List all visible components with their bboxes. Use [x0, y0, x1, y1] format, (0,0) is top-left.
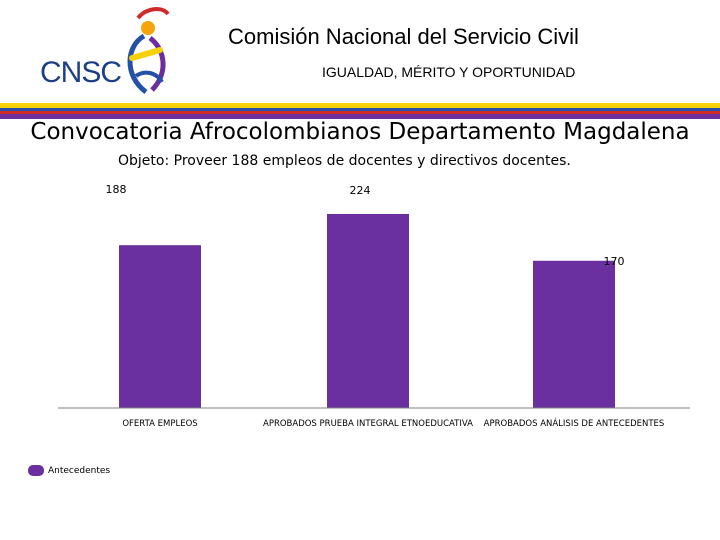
flag-stripe-divider	[0, 103, 720, 119]
data-label-3: 170	[604, 255, 625, 268]
category-label-1: OFERTA EMPLEOS	[122, 419, 197, 429]
data-label-1: 188	[106, 183, 127, 196]
category-label-2: APROBADOS PRUEBA INTEGRAL ETNOEDUCATIVA	[263, 419, 473, 429]
bar-3	[533, 260, 615, 408]
chart-legend: Antecedentes	[28, 465, 110, 476]
slide-subtitle: Objeto: Proveer 188 empleos de docentes …	[118, 153, 571, 169]
logo-figure-icon	[127, 7, 170, 95]
header: CNSC Comisión Nacional del Servicio Civi…	[0, 0, 720, 105]
organization-motto: IGUALDAD, MÉRITO Y OPORTUNIDAD	[322, 64, 576, 80]
legend-label: Antecedentes	[48, 465, 111, 476]
bar-1	[119, 245, 201, 408]
legend-swatch	[28, 465, 44, 476]
bar-chart: 188 OFERTA EMPLEOS 224 APROBADOS PRUEBA INT…	[58, 183, 690, 429]
bar-2	[327, 214, 409, 408]
cnsc-logo: CNSC	[28, 6, 178, 98]
category-label-3: APROBADOS ANÁLISIS DE ANTECEDENTES	[484, 417, 665, 429]
data-label-2: 224	[350, 184, 371, 197]
organization-name: Comisión Nacional del Servicio Civil	[228, 24, 579, 49]
slide-title: Convocatoria Afrocolombianos Departament…	[30, 119, 690, 145]
logo-text: CNSC	[40, 56, 122, 89]
